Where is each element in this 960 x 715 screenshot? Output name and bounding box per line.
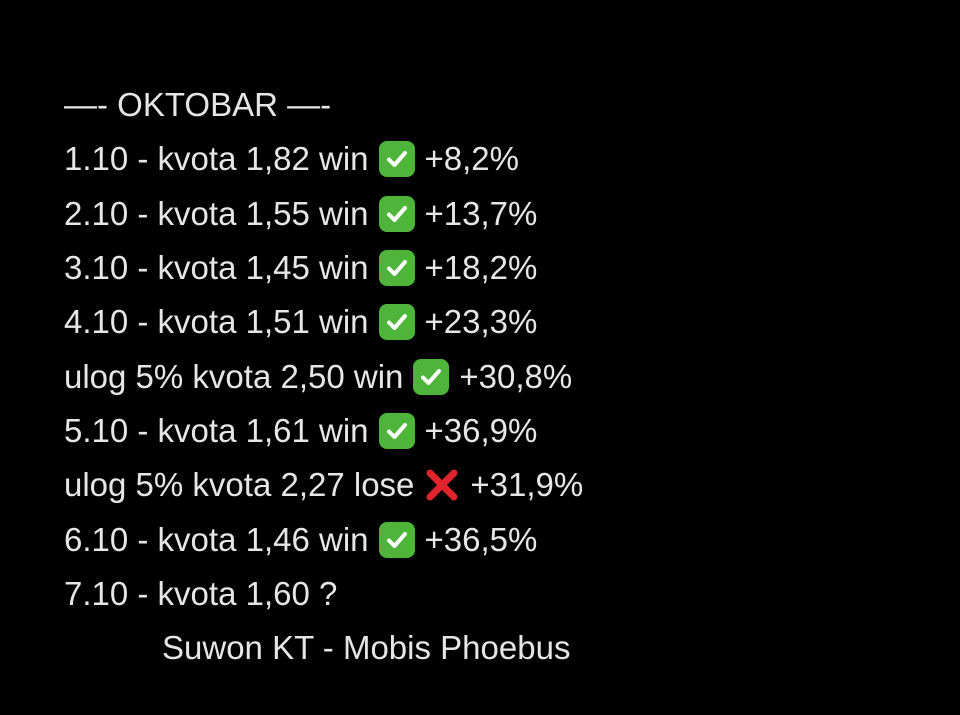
bet-line: 2.10 - kvota 1,55 win +13,7%: [64, 187, 593, 241]
bet-result: +13,7%: [424, 194, 538, 232]
match-name: Suwon KT - Mobis Phoebus: [162, 629, 571, 667]
bet-text: ulog 5% kvota 2,50 win: [64, 357, 404, 395]
bet-result: +36,5%: [424, 520, 538, 558]
pending-bet: 7.10 - kvota 1,60 ?: [64, 574, 338, 612]
check-icon: [378, 250, 415, 287]
bet-result: +30,8%: [459, 357, 573, 395]
bet-text: 2.10 - kvota 1,55 win: [64, 194, 369, 232]
bet-text: 5.10 - kvota 1,61 win: [64, 411, 369, 449]
bet-result: +36,9%: [424, 411, 538, 449]
bet-result: +8,2%: [424, 140, 520, 178]
bet-text: 4.10 - kvota 1,51 win: [64, 303, 369, 341]
bet-result: +31,9%: [470, 466, 584, 504]
bet-line: 4.10 - kvota 1,51 win +23,3%: [64, 295, 593, 349]
bet-text: 1.10 - kvota 1,82 win: [64, 140, 369, 178]
bet-line: 3.10 - kvota 1,45 win +18,2%: [64, 241, 593, 295]
bet-result: +18,2%: [424, 249, 538, 287]
check-icon: [378, 141, 415, 178]
bet-text: 6.10 - kvota 1,46 win: [64, 520, 369, 558]
bet-line: 1.10 - kvota 1,82 win +8,2%: [64, 132, 593, 186]
check-icon: [378, 304, 415, 341]
check-icon: [378, 412, 415, 449]
check-icon: [378, 195, 415, 232]
bet-line: 5.10 - kvota 1,61 win +36,9%: [64, 404, 593, 458]
note-content: —- OKTOBAR —- 1.10 - kvota 1,82 win +8,2%…: [64, 78, 593, 675]
cross-icon: [424, 467, 460, 503]
month-header: —- OKTOBAR —-: [64, 86, 332, 124]
check-icon: [378, 521, 415, 558]
bet-result: +23,3%: [424, 303, 538, 341]
bet-line: ulog 5% kvota 2,27 lose +31,9%: [64, 458, 593, 512]
bet-line: ulog 5% kvota 2,50 win +30,8%: [64, 349, 593, 403]
check-icon: [413, 358, 450, 395]
bet-text: ulog 5% kvota 2,27 lose: [64, 466, 415, 504]
bet-line: 6.10 - kvota 1,46 win +36,5%: [64, 512, 593, 566]
bet-text: 3.10 - kvota 1,45 win: [64, 249, 369, 287]
